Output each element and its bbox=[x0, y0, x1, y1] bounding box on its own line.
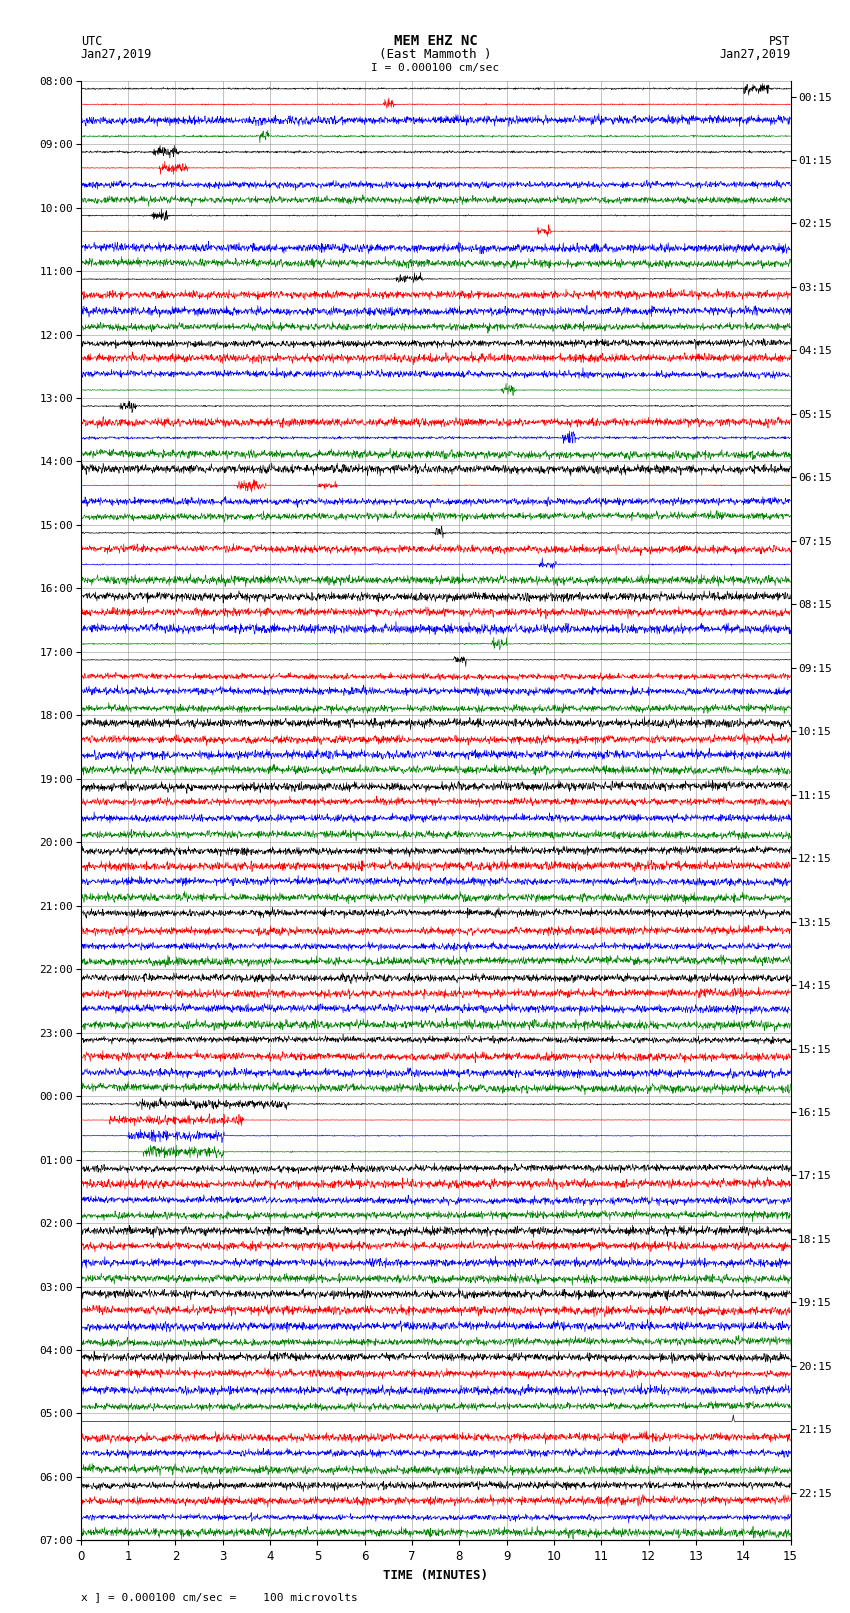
Text: MEM EHZ NC: MEM EHZ NC bbox=[394, 34, 478, 48]
Text: x ] = 0.000100 cm/sec =    100 microvolts: x ] = 0.000100 cm/sec = 100 microvolts bbox=[81, 1592, 358, 1602]
Text: (East Mammoth ): (East Mammoth ) bbox=[379, 48, 492, 61]
Text: Jan27,2019: Jan27,2019 bbox=[719, 48, 791, 61]
Text: I = 0.000100 cm/sec: I = 0.000100 cm/sec bbox=[371, 63, 500, 73]
Text: PST: PST bbox=[769, 35, 790, 48]
Text: UTC: UTC bbox=[81, 35, 102, 48]
Text: Jan27,2019: Jan27,2019 bbox=[81, 48, 152, 61]
X-axis label: TIME (MINUTES): TIME (MINUTES) bbox=[383, 1569, 488, 1582]
